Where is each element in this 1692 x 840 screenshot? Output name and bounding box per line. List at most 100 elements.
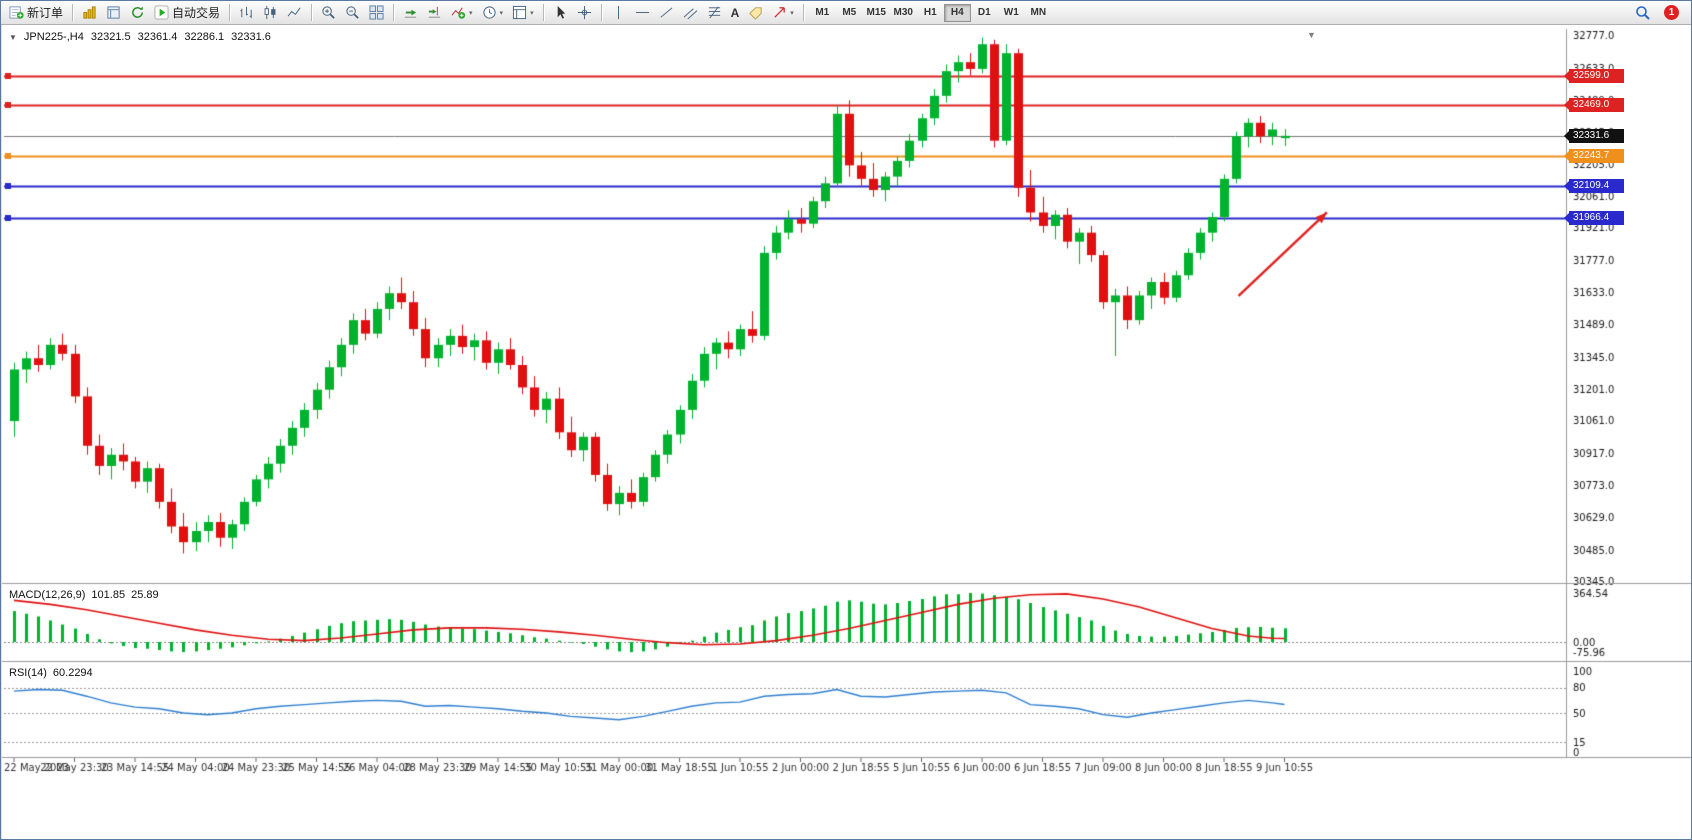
line-chart-icon [287, 5, 302, 20]
badge-notch-icon [1564, 180, 1569, 191]
rsi-indicator-label: RSI(14) 60.2294 [9, 667, 93, 679]
periods-button[interactable]: ▾ [478, 3, 508, 23]
text-tool-button[interactable]: A [727, 3, 744, 23]
macd-title-text: MACD(12,26,9) [9, 589, 86, 601]
search-button[interactable] [1631, 3, 1655, 23]
price-badge-label: 32469.0 [1573, 99, 1610, 111]
timeframe-button-m1[interactable]: M1 [809, 4, 836, 22]
indicators-button[interactable]: ▾ [447, 3, 477, 23]
bar-chart-button[interactable] [235, 3, 258, 23]
auto-scroll-button[interactable] [399, 3, 422, 23]
data-window-icon [106, 5, 121, 20]
dropdown-caret-icon: ▾ [469, 9, 473, 17]
timeframe-toolbar: M1 M5 M15 M30 H1 H4 D1 W1 MN [809, 3, 1052, 22]
price-badge-label: 32599.0 [1573, 69, 1610, 81]
new-order-button[interactable]: 新订单 [5, 3, 67, 23]
cursor-icon [553, 5, 568, 20]
line-chart-button[interactable] [283, 3, 306, 23]
symbol-period-label: JPN225-,H4 [23, 31, 84, 43]
vertical-line-tool-button[interactable] [607, 3, 630, 23]
label-tool-button[interactable] [744, 3, 767, 23]
crosshair-icon [577, 5, 592, 20]
crosshair-button[interactable] [573, 3, 596, 23]
chart-shift-icon [427, 5, 442, 20]
market-watch-button[interactable] [78, 3, 101, 23]
templates-button[interactable]: ▾ [508, 3, 538, 23]
price-badge-label: 32109.4 [1573, 179, 1610, 191]
price-line-badge[interactable]: 32599.0 [1564, 68, 1624, 83]
cursor-button[interactable] [549, 3, 572, 23]
timeframe-button-h4[interactable]: H4 [943, 3, 971, 22]
text-tool-icon: A [730, 5, 740, 20]
price-badge-label: 32331.6 [1573, 129, 1610, 141]
timeframe-button-m15[interactable]: M15 [863, 4, 890, 22]
macd-indicator-label: MACD(12,26,9) 101.85 25.89 [9, 589, 159, 601]
notification-badge[interactable]: 1 [1664, 5, 1679, 20]
price-line-badge[interactable]: 31966.4 [1564, 210, 1624, 225]
periods-clock-icon [482, 5, 497, 20]
new-order-label: 新订单 [27, 6, 64, 20]
arrows-tool-button[interactable]: ▾ [768, 3, 798, 23]
zoom-out-button[interactable] [341, 3, 364, 23]
timeframe-button-h1[interactable]: H1 [917, 4, 944, 22]
horizontal-line-icon [635, 5, 650, 20]
chart-title: ▼ JPN225-,H4 32321.5 32361.4 32286.1 323… [9, 31, 271, 43]
arrow-tool-icon [772, 5, 787, 20]
fibonacci-tool-button[interactable] [703, 3, 726, 23]
toolbar-divider [393, 4, 395, 21]
dropdown-caret-icon: ▾ [530, 9, 534, 17]
trendline-icon [659, 5, 674, 20]
tile-windows-button[interactable] [365, 3, 388, 23]
candlestick-chart-button[interactable] [259, 3, 282, 23]
refresh-button[interactable] [126, 3, 149, 23]
zoom-out-icon [345, 5, 360, 20]
channel-tool-button[interactable] [679, 3, 702, 23]
bar-chart-icon [239, 5, 254, 20]
timeframe-button-w1[interactable]: W1 [998, 4, 1025, 22]
autotrading-button[interactable]: 自动交易 [150, 3, 224, 23]
open-value: 32321.5 [90, 31, 131, 43]
price-line-badge[interactable]: 32469.0 [1564, 98, 1624, 113]
timeframe-button-m5[interactable]: M5 [836, 4, 863, 22]
close-value: 32331.6 [231, 31, 271, 43]
price-badge-label: 32243.7 [1573, 149, 1610, 161]
collapse-arrow-icon[interactable]: ▼ [9, 32, 17, 42]
current-price-badge[interactable]: 32331.6 [1564, 128, 1624, 143]
price-chart-canvas[interactable] [2, 25, 1691, 839]
macd-signal-value: 25.89 [131, 589, 159, 601]
chart-shift-marker-icon[interactable]: ▼ [1307, 30, 1316, 40]
zoom-in-icon [321, 5, 336, 20]
toolbar-divider [72, 4, 74, 21]
templates-icon [512, 5, 527, 20]
timeframe-button-mn[interactable]: MN [1025, 4, 1052, 22]
toolbar-divider [542, 4, 544, 21]
timeframe-button-d1[interactable]: D1 [971, 4, 998, 22]
data-window-button[interactable] [102, 3, 125, 23]
fibonacci-icon [707, 5, 722, 20]
zoom-in-button[interactable] [317, 3, 340, 23]
toolbar-divider [802, 4, 804, 21]
price-line-badge[interactable]: 32109.4 [1564, 178, 1624, 193]
horizontal-line-tool-button[interactable] [631, 3, 654, 23]
search-icon [1635, 5, 1651, 21]
badge-notch-icon [1564, 130, 1569, 141]
vertical-line-icon [611, 5, 626, 20]
candlestick-chart-icon [263, 5, 278, 20]
dropdown-caret-icon: ▾ [499, 9, 504, 17]
badge-notch-icon [1564, 70, 1569, 81]
price-axis[interactable]: 32599.0 32469.0 32331.6 32243.7 32109.4 31966… [1564, 25, 1691, 780]
chart-window: ▼ JPN225-,H4 32321.5 32361.4 32286.1 323… [1, 25, 1691, 839]
macd-main-value: 101.85 [91, 589, 126, 601]
toolbar-divider [229, 4, 231, 21]
price-line-badge[interactable]: 32243.7 [1564, 148, 1624, 163]
timeframe-button-m30[interactable]: M30 [890, 4, 917, 22]
trendline-tool-button[interactable] [655, 3, 678, 23]
market-watch-icon [82, 5, 97, 20]
chart-shift-button[interactable] [423, 3, 446, 23]
autotrading-icon [154, 5, 169, 20]
badge-notch-icon [1564, 150, 1569, 161]
badge-notch-icon [1564, 100, 1569, 111]
indicators-icon [451, 5, 466, 20]
dropdown-caret-icon: ▾ [790, 9, 794, 17]
